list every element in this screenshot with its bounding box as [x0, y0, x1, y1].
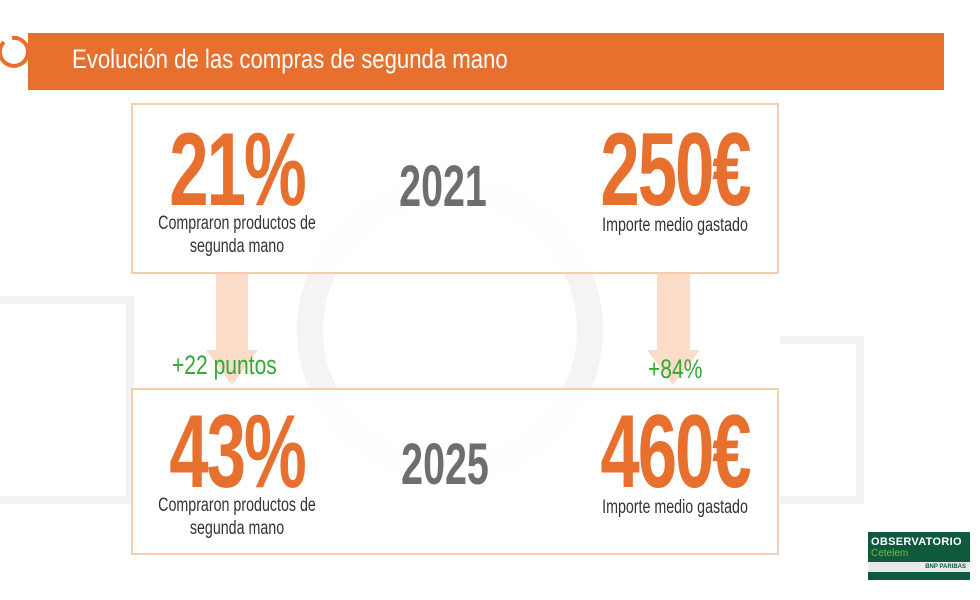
year: 2021	[399, 154, 487, 219]
amount: 250€	[600, 112, 751, 228]
amount: 460€	[600, 394, 751, 510]
logo-brand: Cetelem	[871, 548, 909, 559]
arrow-down	[206, 272, 258, 385]
caption-line: Compraron productos de	[158, 495, 316, 516]
amount-change: +84%	[648, 354, 703, 384]
logo-group: BNP PARIBAS	[868, 562, 970, 572]
year: 2025	[401, 432, 489, 497]
logo-title: OBSERVATORIO	[871, 536, 962, 548]
percent: 21%	[169, 112, 306, 228]
header-title: Evolución de las compras de segunda mano	[72, 44, 508, 74]
percent-caption: Compraron productos de segunda mano	[140, 494, 335, 540]
percent: 43%	[169, 394, 306, 510]
caption-line: Compraron productos de	[158, 213, 316, 234]
percent-caption: Compraron productos de segunda mano	[140, 212, 335, 258]
shop-icon	[0, 296, 134, 504]
percent-change: +22 puntos	[172, 350, 277, 380]
arrow-down	[647, 272, 700, 385]
header-bar	[28, 33, 944, 90]
header-icon	[0, 35, 30, 68]
logo: OBSERVATORIO Cetelem BNP PARIBAS	[868, 532, 970, 580]
panel	[131, 388, 779, 555]
amount-caption: Importe medio gastado	[602, 497, 748, 518]
shop-icon	[780, 336, 864, 504]
caption-line: segunda mano	[189, 236, 285, 257]
panel	[131, 103, 779, 274]
caption-line: segunda mano	[189, 518, 285, 539]
amount-caption: Importe medio gastado	[602, 215, 748, 236]
